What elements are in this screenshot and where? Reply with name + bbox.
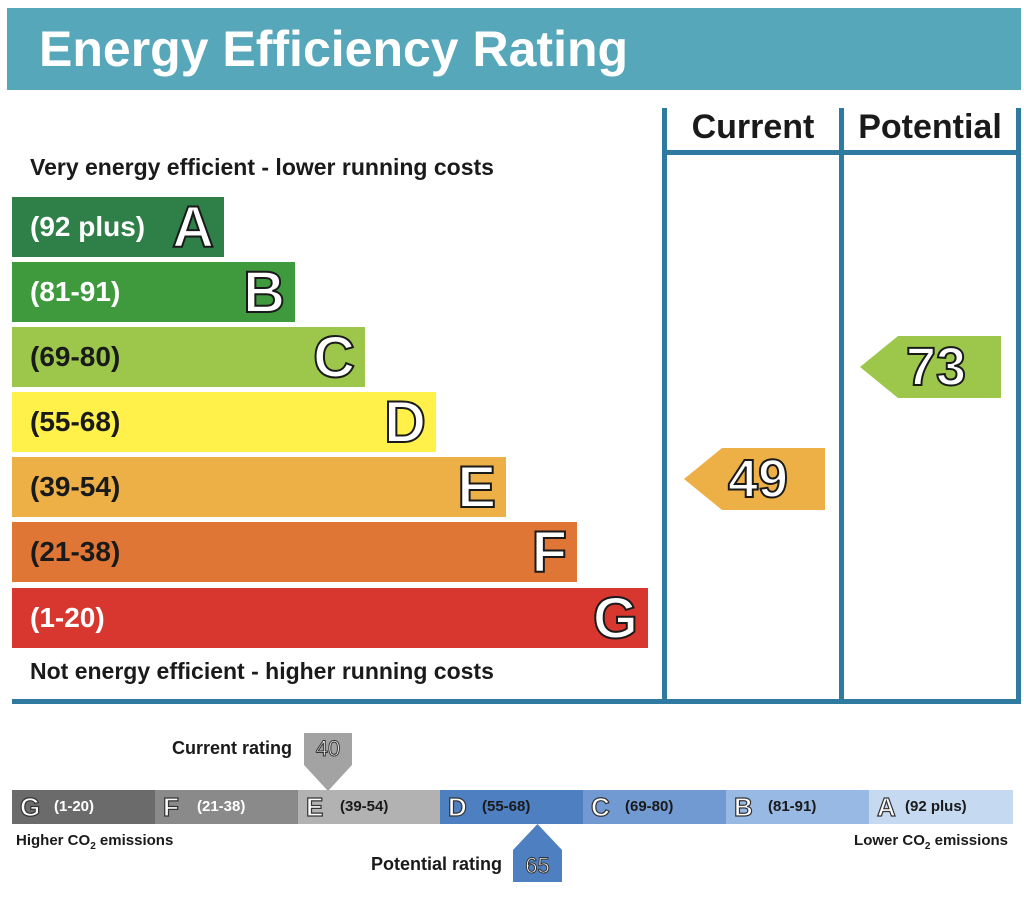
co2-scale-g-range: (1-20): [54, 798, 95, 815]
co2-scale-a: A (92 plus): [869, 790, 1013, 824]
column-divider-middle: [839, 108, 844, 702]
co2-scale-c-range: (69-80): [625, 798, 674, 815]
co2-potential-value: 65: [525, 853, 550, 879]
band-b-range: (81-91): [30, 276, 121, 307]
band-a-range: (92 plus): [30, 211, 146, 242]
potential-rating-arrow: 73: [860, 336, 1001, 398]
column-header-underline: [662, 150, 1021, 155]
band-c: (69-80) C: [12, 325, 365, 390]
band-a: (92 plus) A: [12, 195, 224, 260]
band-g-range: (1-20): [30, 602, 105, 633]
higher-co2-label: Higher CO2 emissions: [16, 832, 173, 852]
co2-scale-c-letter: C: [590, 791, 610, 822]
co2-scale-d: D (55-68): [440, 790, 583, 824]
current-rating-value: 49: [727, 448, 789, 510]
lower-co2-text: Lower CO: [854, 832, 925, 849]
band-d-letter: D: [383, 390, 427, 455]
co2-potential-rating-label: Potential rating: [371, 854, 503, 874]
co2-scale-f-letter: F: [162, 791, 179, 822]
band-e: (39-54) E: [12, 455, 506, 520]
potential-column-header: Potential: [858, 108, 1002, 146]
band-c-range: (69-80): [30, 341, 121, 372]
potential-arrow-shape: [860, 336, 1001, 398]
co2-scale-e-range: (39-54): [340, 798, 389, 815]
band-e-range: (39-54): [30, 471, 121, 502]
band-b-letter: B: [242, 260, 286, 325]
co2-scale-f-range: (21-38): [197, 798, 246, 815]
band-c-letter: C: [312, 325, 356, 390]
lower-co2-subscript: 2: [924, 841, 931, 852]
current-arrow-shape: [684, 448, 825, 510]
band-e-letter: E: [456, 455, 497, 520]
current-column-header: Current: [691, 108, 815, 146]
co2-scale-g: G (1-20): [12, 790, 155, 824]
co2-current-marker: 40: [304, 733, 352, 791]
potential-rating-value: 73: [905, 336, 967, 398]
higher-co2-emissions: emissions: [95, 832, 174, 849]
band-a-letter: A: [171, 195, 215, 260]
column-divider-left: [662, 108, 667, 702]
chart-bottom-line: [12, 699, 1021, 704]
lower-co2-emissions: emissions: [930, 832, 1008, 849]
current-rating-arrow: 49: [684, 448, 825, 510]
co2-potential-marker-shape: [513, 824, 562, 882]
co2-scale-f: F (21-38): [155, 790, 298, 824]
page-title: Energy Efficiency Rating: [39, 21, 629, 77]
co2-scale-e: E (39-54): [298, 790, 440, 824]
co2-scale-e-letter: E: [305, 791, 324, 822]
band-g: (1-20) G: [12, 586, 648, 651]
header-bar: Energy Efficiency Rating: [7, 8, 1021, 90]
co2-current-marker-shape: [304, 733, 352, 791]
efficient-caption: Very energy efficient - lower running co…: [30, 154, 494, 180]
co2-current-rating-label: Current rating: [172, 738, 293, 758]
co2-scale-d-range: (55-68): [482, 798, 531, 815]
higher-co2-text: Higher CO: [16, 832, 91, 849]
band-d-range: (55-68): [30, 406, 121, 437]
lower-co2-label: Lower CO2 emissions: [854, 832, 1008, 852]
band-d: (55-68) D: [12, 390, 436, 455]
inefficient-caption: Not energy efficient - higher running co…: [30, 658, 494, 684]
higher-co2-subscript: 2: [90, 841, 96, 852]
column-divider-right: [1016, 108, 1021, 702]
co2-scale-b-range: (81-91): [768, 798, 817, 815]
band-f: (21-38) F: [12, 520, 577, 585]
co2-scale-d-letter: D: [447, 791, 467, 822]
band-f-letter: F: [531, 520, 568, 585]
co2-scale-b: B (81-91): [726, 790, 869, 824]
co2-potential-marker: 65: [513, 824, 562, 882]
co2-scale-a-range: (92 plus): [905, 798, 967, 815]
co2-scale-b-letter: B: [733, 791, 753, 822]
band-g-letter: G: [592, 586, 639, 651]
co2-scale-c: C (69-80): [583, 790, 726, 824]
band-b: (81-91) B: [12, 260, 295, 325]
co2-scale-g-letter: G: [19, 791, 41, 822]
band-f-range: (21-38): [30, 536, 121, 567]
co2-current-value: 40: [315, 736, 341, 762]
co2-scale-a-letter: A: [876, 791, 896, 822]
